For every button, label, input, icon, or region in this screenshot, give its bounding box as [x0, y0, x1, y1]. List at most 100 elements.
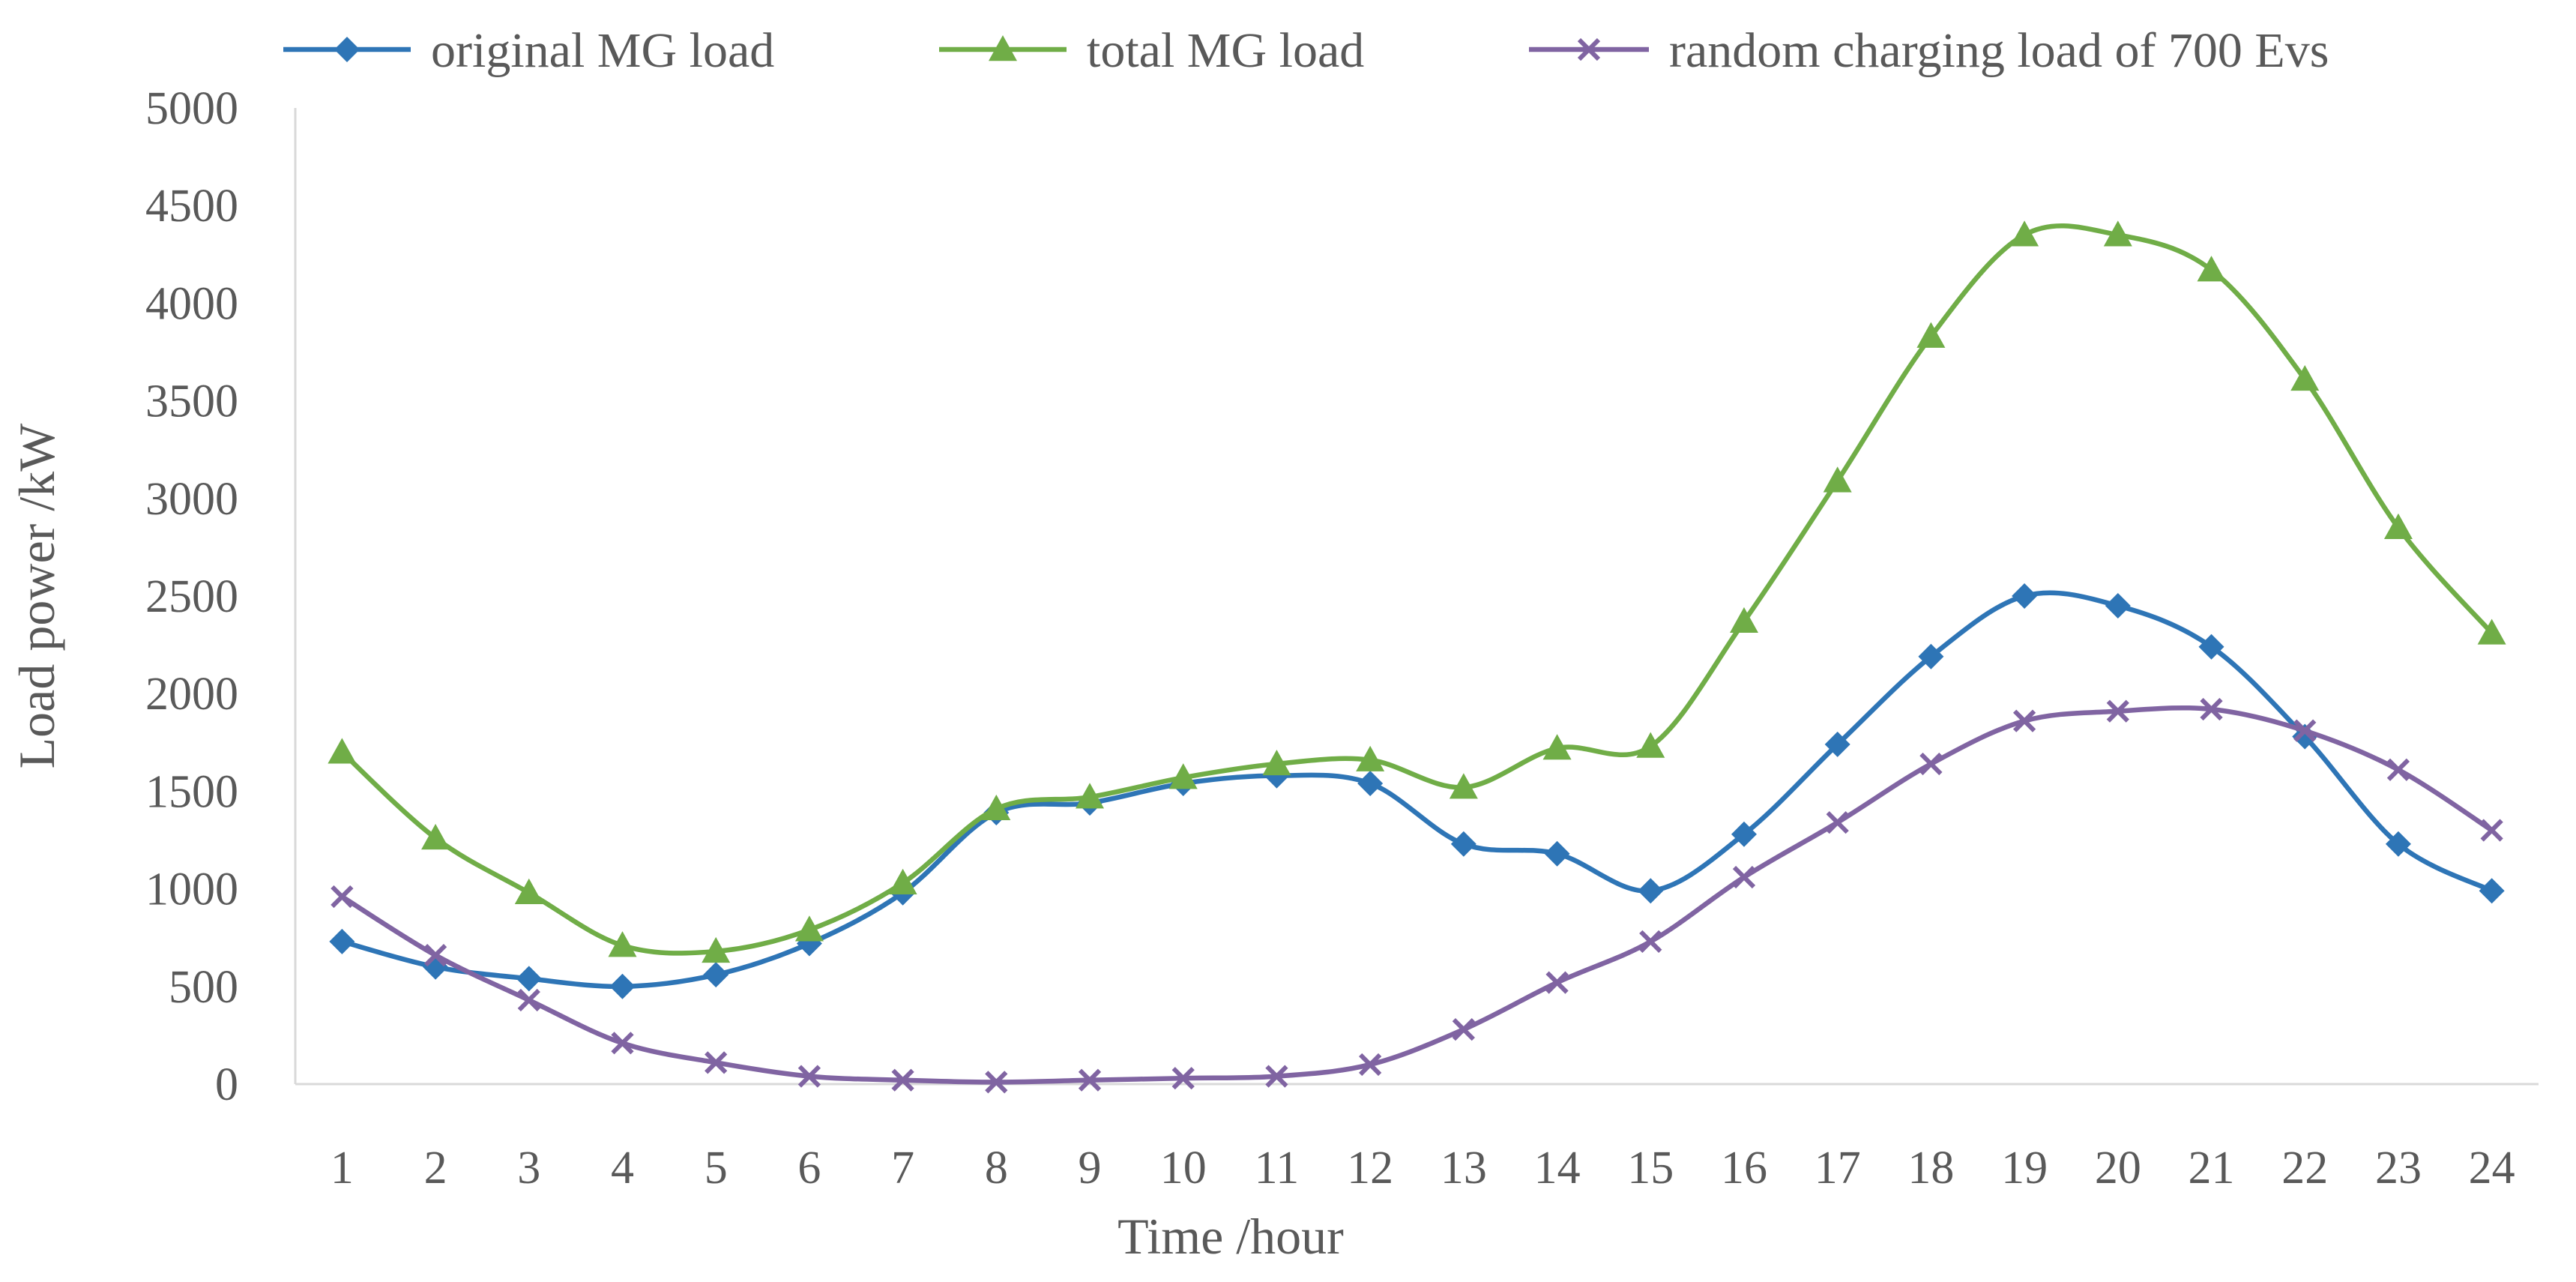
data-point [985, 1071, 1008, 1094]
data-point [516, 966, 542, 992]
data-point [705, 1051, 728, 1074]
series-layer [328, 220, 2506, 1094]
data-point [2479, 878, 2505, 904]
series-1 [329, 583, 2505, 999]
data-point [1824, 731, 1850, 757]
data-point [2105, 593, 2131, 619]
data-point [2293, 719, 2317, 742]
x-tick-label: 5 [705, 1143, 728, 1194]
x-tick-label: 23 [2375, 1143, 2422, 1194]
series-line [341, 590, 2494, 990]
data-point [608, 931, 637, 957]
data-point [1919, 752, 1943, 776]
data-point [2480, 819, 2503, 842]
data-point [611, 1032, 634, 1055]
series-2 [328, 220, 2506, 963]
y-tick-label: 500 [169, 962, 238, 1013]
legend-item: total MG load [939, 23, 1364, 78]
data-point [1918, 643, 1944, 669]
data-point [1076, 783, 1105, 809]
x-tick-label: 13 [1441, 1143, 1487, 1194]
x-tick-label: 18 [1907, 1143, 1954, 1194]
x-tick-label: 4 [611, 1143, 634, 1194]
data-point [1450, 831, 1476, 857]
legend-marker [334, 37, 360, 62]
data-point [1732, 865, 1756, 889]
data-point [1729, 607, 1758, 634]
x-tick-label: 3 [517, 1143, 540, 1194]
legend-item: original MG load [283, 23, 774, 78]
data-point [2290, 364, 2320, 391]
legend-label: original MG load [431, 23, 774, 78]
data-point [1542, 734, 1572, 760]
data-point [794, 915, 824, 942]
data-point [1262, 749, 1291, 776]
series-line [340, 223, 2494, 956]
data-point [1544, 840, 1570, 867]
data-point [328, 738, 357, 764]
data-point [1731, 821, 1757, 847]
y-tick-label: 1000 [145, 864, 238, 915]
x-tick-label: 24 [2469, 1143, 2515, 1194]
x-tick-label: 22 [2281, 1143, 2328, 1194]
data-point [1357, 770, 1384, 796]
y-tick-label: 2000 [145, 669, 238, 720]
series-line [340, 705, 2494, 1085]
y-tick-label: 3000 [145, 474, 238, 525]
data-point [2010, 220, 2039, 247]
data-point [2012, 583, 2038, 609]
data-point [1359, 1053, 1382, 1077]
data-point [2103, 220, 2132, 247]
legend-marker [1577, 37, 1601, 61]
data-point [2198, 634, 2224, 660]
y-tick-label: 4500 [145, 181, 238, 232]
data-point [1452, 1017, 1475, 1041]
legend-label: total MG load [1087, 23, 1364, 78]
x-tick-label: 1 [331, 1143, 354, 1194]
y-tick-label: 5000 [145, 83, 238, 134]
x-tick-label: 15 [1627, 1143, 1674, 1194]
x-tick-label: 19 [2001, 1143, 2048, 1194]
data-point [1639, 930, 1662, 954]
x-tick-label: 8 [985, 1143, 1008, 1194]
y-tick-label: 1500 [145, 766, 238, 817]
data-point [1545, 971, 1569, 994]
data-point [331, 885, 354, 909]
x-tick-label: 7 [891, 1143, 914, 1194]
x-tick-label: 14 [1534, 1143, 1581, 1194]
x-tick-label: 9 [1079, 1143, 1102, 1194]
data-point [2385, 831, 2411, 857]
data-point [1171, 1067, 1195, 1090]
data-point [1638, 878, 1664, 904]
data-point [1356, 745, 1385, 771]
y-tick-label: 3500 [145, 376, 238, 427]
data-point [702, 936, 731, 963]
data-point [423, 944, 447, 967]
data-point [891, 1068, 914, 1092]
x-tick-label: 2 [424, 1143, 447, 1194]
series-3 [331, 697, 2503, 1094]
data-point [1826, 810, 1849, 834]
data-point [517, 988, 540, 1012]
y-tick-label: 2500 [145, 571, 238, 622]
y-axis: 0 500 1000 1500 2000 2500 3000 3500 4000 4500 5000 [145, 83, 297, 1110]
data-point [2383, 513, 2413, 540]
data-point [888, 868, 917, 894]
data-point [1265, 1065, 1288, 1088]
y-axis-title: Load power /kW [8, 423, 65, 769]
x-axis-title: Time /hour [1117, 1208, 1344, 1265]
data-point [609, 973, 636, 999]
data-point [1078, 1068, 1102, 1092]
data-point [1449, 773, 1478, 799]
x-tick-label: 17 [1815, 1143, 1861, 1194]
legend-item: random charging load of 700 Evs [1529, 23, 2329, 78]
x-tick-label: 16 [1721, 1143, 1767, 1194]
data-point [797, 1065, 821, 1088]
data-point [1823, 466, 1852, 493]
data-point [2200, 697, 2223, 721]
data-point [2386, 758, 2410, 781]
legend: original MG load total MG load random char… [283, 23, 2329, 78]
data-point [703, 962, 729, 988]
data-point [1168, 763, 1198, 789]
x-tick-label: 21 [2189, 1143, 2235, 1194]
